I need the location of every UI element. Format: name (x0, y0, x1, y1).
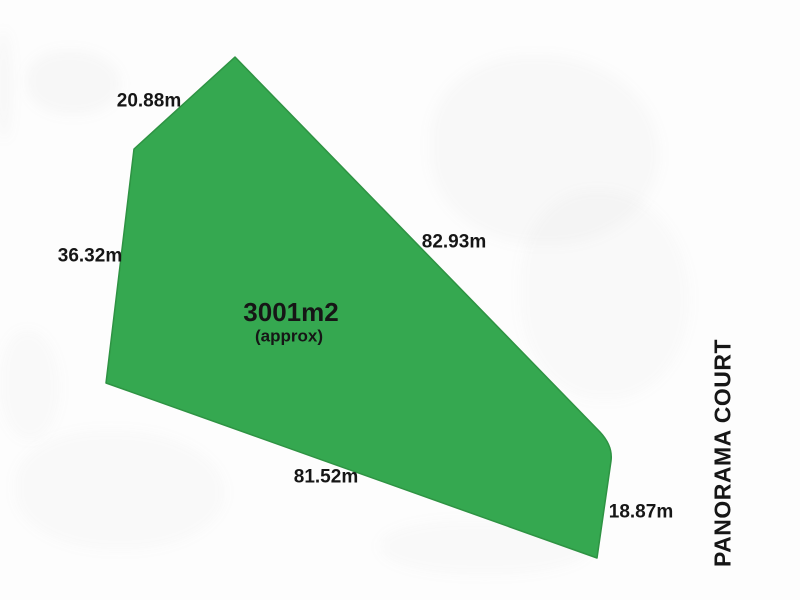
dimension-label-bottom-edge: 81.52m (293, 466, 359, 488)
dimension-label-left-edge: 36.32m (57, 245, 123, 267)
dimension-label-right-diagonal-edge: 82.93m (421, 231, 487, 253)
lot-area-qualifier: (approx) (255, 326, 323, 346)
lot-polygon (105, 56, 613, 559)
dimension-label-bottom-right-edge: 18.87m (608, 501, 674, 523)
dimension-label-top-left-edge: 20.88m (116, 90, 182, 112)
background-texture (0, 30, 12, 140)
lot-area-label: 3001m2 (243, 297, 339, 327)
background-texture (26, 50, 121, 115)
street-name-label: PANORAMA COURT (709, 338, 736, 568)
